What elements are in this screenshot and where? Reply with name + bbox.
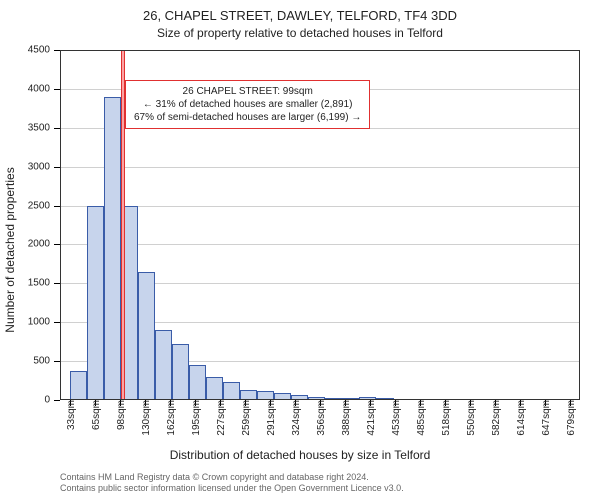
xtick-label: 614sqm <box>516 400 527 436</box>
footer-line-2: Contains public sector information licen… <box>60 483 590 494</box>
ytick-label: 1000 <box>28 317 50 328</box>
ytick-label: 0 <box>44 395 50 406</box>
xtick-label: 324sqm <box>291 400 302 436</box>
ytick-label: 3500 <box>28 122 50 133</box>
xtick-label: 291sqm <box>266 400 277 436</box>
footer-attribution: Contains HM Land Registry data © Crown c… <box>60 472 590 494</box>
x-axis-label: Distribution of detached houses by size … <box>0 448 600 462</box>
xtick-label: 518sqm <box>441 400 452 436</box>
xtick-label: 647sqm <box>541 400 552 436</box>
xtick-label: 195sqm <box>192 400 203 436</box>
xtick-label: 388sqm <box>341 400 352 436</box>
xtick-label: 679sqm <box>566 400 577 436</box>
ytick-label: 2500 <box>28 200 50 211</box>
title-line-1: 26, CHAPEL STREET, DAWLEY, TELFORD, TF4 … <box>0 8 600 23</box>
xtick-label: 227sqm <box>216 400 227 436</box>
xtick-label: 582sqm <box>491 400 502 436</box>
xtick-label: 162sqm <box>166 400 177 436</box>
xtick-label: 485sqm <box>416 400 427 436</box>
footer-line-1: Contains HM Land Registry data © Crown c… <box>60 472 590 483</box>
ytick-label: 4500 <box>28 45 50 56</box>
y-axis-label: Number of detached properties <box>3 167 17 332</box>
plot-area: 05001000150020002500300035004000450033sq… <box>60 50 580 400</box>
plot-border <box>60 50 580 400</box>
xtick-label: 453sqm <box>391 400 402 436</box>
ytick-label: 2000 <box>28 239 50 250</box>
chart-container: 26, CHAPEL STREET, DAWLEY, TELFORD, TF4 … <box>0 0 600 500</box>
xtick-label: 259sqm <box>241 400 252 436</box>
xtick-label: 421sqm <box>366 400 377 436</box>
xtick-label: 356sqm <box>316 400 327 436</box>
xtick-label: 65sqm <box>91 400 102 430</box>
ytick-label: 3000 <box>28 161 50 172</box>
ytick-label: 500 <box>33 356 50 367</box>
xtick-label: 130sqm <box>141 400 152 436</box>
ytick-label: 1500 <box>28 278 50 289</box>
ytick-label: 4000 <box>28 83 50 94</box>
xtick-label: 33sqm <box>66 400 77 430</box>
xtick-label: 550sqm <box>466 400 477 436</box>
xtick-label: 98sqm <box>116 400 127 430</box>
ytick-mark <box>54 400 60 401</box>
title-line-2: Size of property relative to detached ho… <box>0 26 600 40</box>
